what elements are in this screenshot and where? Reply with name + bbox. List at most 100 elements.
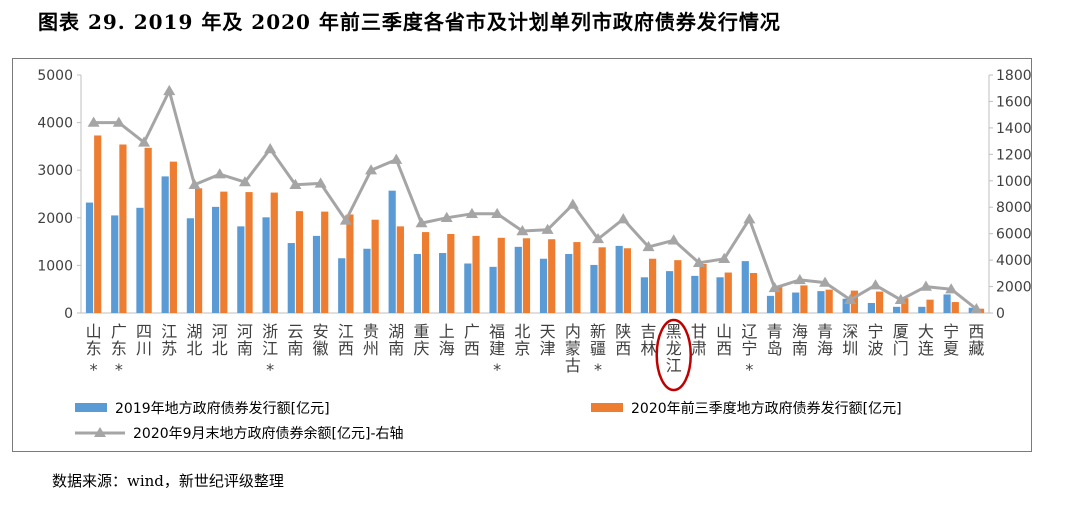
category-label: 天津 bbox=[540, 322, 556, 358]
bar-2020 bbox=[245, 192, 253, 313]
category-char: 辽 bbox=[741, 322, 757, 341]
balance-marker bbox=[213, 168, 226, 179]
bar-2019 bbox=[615, 245, 623, 313]
balance-marker bbox=[844, 293, 857, 304]
category-label: 广东 * bbox=[111, 322, 127, 379]
category-char: 京 bbox=[514, 339, 530, 358]
bar-2020 bbox=[144, 147, 152, 313]
bar-2019 bbox=[363, 248, 371, 313]
balance-marker bbox=[894, 293, 907, 304]
category-star-mark: * bbox=[115, 360, 123, 379]
balance-marker bbox=[970, 303, 983, 314]
bar-2019 bbox=[212, 206, 220, 313]
category-char: 天 bbox=[540, 322, 556, 341]
category-char: 厦 bbox=[893, 322, 909, 341]
category-char: 南 bbox=[287, 339, 303, 358]
category-char: 广 bbox=[111, 322, 127, 341]
bar-2020 bbox=[346, 214, 354, 313]
category-char: 东 bbox=[86, 339, 102, 358]
category-char: 山 bbox=[716, 322, 732, 341]
category-char: 疆 bbox=[590, 339, 606, 358]
category-char: 连 bbox=[918, 339, 934, 358]
category-char: 徽 bbox=[313, 339, 329, 358]
balance-marker bbox=[87, 116, 100, 127]
bar-2019 bbox=[186, 218, 194, 313]
balance-marker bbox=[592, 232, 605, 244]
balance-marker bbox=[289, 178, 302, 189]
category-label: 河北 bbox=[212, 322, 228, 358]
category-label: 河南 bbox=[237, 322, 253, 358]
category-char: 海 bbox=[792, 322, 808, 341]
category-label: 宁夏 bbox=[943, 322, 959, 358]
category-char: 川 bbox=[136, 339, 152, 358]
y-right-tick-label: 10000 bbox=[996, 174, 1031, 190]
category-char: 北 bbox=[514, 322, 530, 341]
balance-marker bbox=[238, 176, 251, 187]
bar-2019 bbox=[539, 258, 548, 313]
legend-2020-swatch bbox=[591, 403, 623, 412]
category-char: 云 bbox=[287, 322, 303, 341]
balance-marker bbox=[465, 207, 478, 219]
category-char: 青 bbox=[817, 322, 833, 341]
category-label: 大连 bbox=[918, 322, 934, 358]
bar-2019 bbox=[867, 303, 875, 313]
category-char: 蒙 bbox=[565, 339, 581, 358]
category-char: 湖 bbox=[388, 322, 404, 341]
category-char: 南 bbox=[237, 339, 253, 358]
bar-2020 bbox=[951, 302, 959, 313]
bar-2020 bbox=[926, 299, 934, 313]
legend-2019-swatch bbox=[75, 403, 107, 412]
balance-marker bbox=[718, 252, 731, 263]
bar-2020 bbox=[901, 298, 909, 313]
category-char: 浙 bbox=[262, 322, 278, 341]
y-right-tick-label: 0 bbox=[996, 306, 1005, 322]
balance-marker bbox=[667, 234, 680, 245]
chart-frame: 0 1000 2000 3000 4000 5000 0 2000 4000 6000 8000 10… bbox=[12, 58, 1032, 452]
category-label: 上海 bbox=[439, 322, 455, 358]
category-char: 江 bbox=[161, 322, 177, 341]
category-label: 安徽 bbox=[313, 322, 329, 358]
category-label: 云南 bbox=[287, 322, 303, 358]
category-label: 湖南 bbox=[388, 322, 404, 358]
category-label: 陕西 bbox=[615, 322, 631, 358]
category-label: 贵州 bbox=[363, 322, 379, 358]
bar-2020 bbox=[598, 247, 606, 313]
bar-2020 bbox=[649, 258, 657, 313]
category-char: 海 bbox=[439, 339, 455, 358]
balance-marker bbox=[516, 225, 529, 236]
category-char: 西 bbox=[615, 339, 631, 358]
category-char: 北 bbox=[212, 339, 228, 358]
bar-2019 bbox=[666, 271, 674, 313]
category-char: 西 bbox=[464, 339, 480, 358]
bar-2019 bbox=[590, 264, 598, 313]
category-label: 四川 bbox=[136, 322, 152, 358]
y-right-tick-label: 2000 bbox=[996, 280, 1031, 296]
category-char: 河 bbox=[212, 322, 228, 341]
category-char: 宁 bbox=[943, 322, 959, 341]
legend-balance-label: 2020年9月末地方政府债券余额[亿元]-右轴 bbox=[133, 425, 404, 442]
category-label: 山西 bbox=[716, 322, 732, 358]
category-char: 黑 bbox=[666, 322, 682, 341]
bar-2019 bbox=[489, 266, 497, 313]
bar-2019 bbox=[287, 243, 295, 313]
category-char: 林 bbox=[640, 339, 656, 358]
bar-2020 bbox=[674, 260, 682, 313]
balance-marker bbox=[415, 217, 428, 228]
bar-2019 bbox=[842, 298, 850, 313]
category-char: 波 bbox=[867, 339, 883, 358]
category-char: 深 bbox=[842, 322, 858, 341]
category-label: 深圳 bbox=[842, 322, 858, 358]
category-char: 上 bbox=[439, 322, 455, 341]
y-left-tick-label: 3000 bbox=[37, 163, 73, 179]
category-char: 新 bbox=[590, 322, 606, 341]
category-char: 苏 bbox=[161, 339, 177, 358]
category-char: 重 bbox=[413, 322, 429, 341]
category-char: 肃 bbox=[691, 339, 707, 358]
category-label: 西藏 bbox=[968, 322, 984, 358]
source-note: 数据来源：wind，新世纪评级整理 bbox=[52, 472, 284, 490]
category-char: 津 bbox=[540, 339, 556, 358]
bar-2019 bbox=[262, 217, 270, 313]
category-char: 山 bbox=[86, 322, 102, 341]
category-label: 吉林 bbox=[640, 322, 656, 358]
bar-2019 bbox=[640, 277, 648, 313]
